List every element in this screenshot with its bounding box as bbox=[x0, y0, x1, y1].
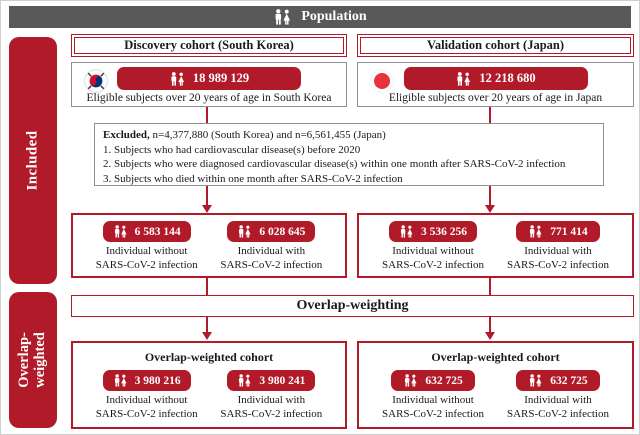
excluded-item: 1. Subjects who had cardiovascular disea… bbox=[103, 143, 361, 156]
korea-included-box: 6 583 144 Individual without SARS-CoV-2 … bbox=[71, 213, 347, 278]
japan-included-box: 3 536 256 Individual without SARS-CoV-2 … bbox=[357, 213, 634, 278]
korea-without-count-pill: 6 583 144 bbox=[102, 221, 191, 242]
korea-overlap-with-count-pill: 3 980 241 bbox=[227, 370, 316, 391]
group-label: Individual with SARS-CoV-2 infection bbox=[220, 245, 323, 271]
connector-line bbox=[489, 186, 491, 205]
people-icon bbox=[528, 374, 543, 387]
people-icon bbox=[237, 374, 252, 387]
excluded-lead: Excluded, n=4,377,880 (South Korea) and … bbox=[103, 129, 386, 141]
japan-overlap-with-count-pill: 632 725 bbox=[515, 370, 600, 391]
group-label: Individual without SARS-CoV-2 infection bbox=[95, 394, 198, 420]
group-label: Individual without SARS-CoV-2 infection bbox=[95, 245, 198, 271]
sidebar-included-tab: Included bbox=[9, 37, 57, 284]
overlap-cohort-title: Overlap-weighted cohort bbox=[144, 350, 274, 364]
sidebar-overlap-weighted-tab: Overlap- weighted bbox=[9, 292, 57, 428]
down-arrow bbox=[485, 332, 495, 340]
south-korea-flag-icon bbox=[84, 69, 108, 93]
sidebar-overlap-weighted-label: Overlap- weighted bbox=[16, 332, 48, 388]
excluded-item: 3. Subjects who died within one month af… bbox=[103, 172, 403, 185]
group-label: Individual with SARS-CoV-2 infection bbox=[507, 394, 609, 420]
connector-line bbox=[489, 107, 491, 124]
connector-line bbox=[206, 186, 208, 205]
down-arrow bbox=[202, 332, 212, 340]
connector-line bbox=[489, 278, 491, 295]
people-icon bbox=[113, 374, 128, 387]
people-icon bbox=[403, 374, 418, 387]
japan-overlap-weighted-box: Overlap-weighted cohort 632 725 Individu… bbox=[357, 341, 634, 429]
people-icon bbox=[399, 225, 414, 238]
people-icon bbox=[237, 225, 252, 238]
korea-with-count-pill: 6 028 645 bbox=[227, 221, 316, 242]
excluded-item: 2. Subjects who were diagnosed cardiovas… bbox=[103, 158, 566, 171]
sidebar-included-label: Included bbox=[24, 130, 41, 191]
group-label: Individual without SARS-CoV-2 infection bbox=[382, 245, 484, 271]
group-label: Individual without SARS-CoV-2 infection bbox=[382, 394, 484, 420]
korea-overlap-without-count-pill: 3 980 216 bbox=[102, 370, 191, 391]
connector-line bbox=[489, 317, 491, 332]
korea-eligible-caption: Eligible subjects over 20 years of age i… bbox=[86, 92, 332, 104]
people-icon bbox=[113, 225, 128, 238]
group-label: Individual with SARS-CoV-2 infection bbox=[507, 245, 609, 271]
japan-flag-icon bbox=[370, 69, 394, 93]
connector-line bbox=[206, 107, 208, 124]
people-icon bbox=[273, 9, 292, 25]
japan-eligible-count-pill: 12 218 680 bbox=[403, 67, 588, 90]
people-icon bbox=[169, 71, 186, 86]
overlap-cohort-title: Overlap-weighted cohort bbox=[431, 350, 560, 364]
connector-line bbox=[206, 278, 208, 295]
japan-eligible-caption: Eligible subjects over 20 years of age i… bbox=[388, 92, 603, 104]
japan-with-count-pill: 771 414 bbox=[515, 221, 600, 242]
group-label: Individual with SARS-CoV-2 infection bbox=[220, 394, 323, 420]
korea-eligible-count-pill: 18 989 129 bbox=[117, 67, 301, 90]
overlap-weighting-band: Overlap-weighting bbox=[71, 295, 634, 317]
people-icon bbox=[455, 71, 472, 86]
korea-overlap-weighted-box: Overlap-weighted cohort 3 980 216 Indivi… bbox=[71, 341, 347, 429]
population-header-bar: Population bbox=[9, 6, 631, 28]
down-arrow bbox=[202, 205, 212, 213]
japan-without-count-pill: 3 536 256 bbox=[389, 221, 477, 242]
korea-eligible-box: 18 989 129 Eligible subjects over 20 yea… bbox=[71, 62, 347, 107]
population-title: Population bbox=[301, 9, 367, 24]
people-icon bbox=[528, 225, 543, 238]
discovery-cohort-header: Discovery cohort (South Korea) bbox=[71, 34, 347, 57]
down-arrow bbox=[485, 205, 495, 213]
japan-eligible-box: 12 218 680 Eligible subjects over 20 yea… bbox=[357, 62, 634, 107]
japan-overlap-without-count-pill: 632 725 bbox=[391, 370, 475, 391]
validation-cohort-header: Validation cohort (Japan) bbox=[357, 34, 634, 57]
connector-line bbox=[206, 317, 208, 332]
excluded-box: Excluded, n=4,377,880 (South Korea) and … bbox=[94, 123, 604, 186]
